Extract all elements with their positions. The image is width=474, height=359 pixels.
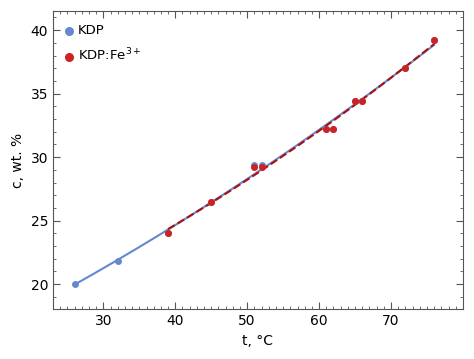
KDP xyxy=(208,199,215,204)
KDP xyxy=(351,98,359,104)
KDP xyxy=(322,126,330,132)
KDP:Fe$^{3+}$ xyxy=(251,164,258,170)
KDP:Fe$^{3+}$ xyxy=(358,98,366,104)
Y-axis label: c, wt. %: c, wt. % xyxy=(11,133,25,188)
KDP xyxy=(164,230,172,236)
KDP:Fe$^{3+}$ xyxy=(164,230,172,236)
KDP xyxy=(251,162,258,168)
KDP xyxy=(71,281,78,287)
KDP:Fe$^{3+}$ xyxy=(351,98,359,104)
Legend: KDP, KDP:Fe$^{3+}$: KDP, KDP:Fe$^{3+}$ xyxy=(60,18,148,70)
KDP xyxy=(330,126,337,132)
KDP:Fe$^{3+}$ xyxy=(430,37,438,43)
KDP:Fe$^{3+}$ xyxy=(330,126,337,132)
KDP xyxy=(358,98,366,104)
KDP xyxy=(401,65,409,71)
KDP:Fe$^{3+}$ xyxy=(322,126,330,132)
KDP xyxy=(258,162,265,168)
KDP xyxy=(430,37,438,43)
KDP:Fe$^{3+}$ xyxy=(258,164,265,170)
KDP:Fe$^{3+}$ xyxy=(208,199,215,204)
KDP:Fe$^{3+}$ xyxy=(401,65,409,71)
KDP xyxy=(114,258,121,264)
X-axis label: t, °C: t, °C xyxy=(243,334,273,348)
